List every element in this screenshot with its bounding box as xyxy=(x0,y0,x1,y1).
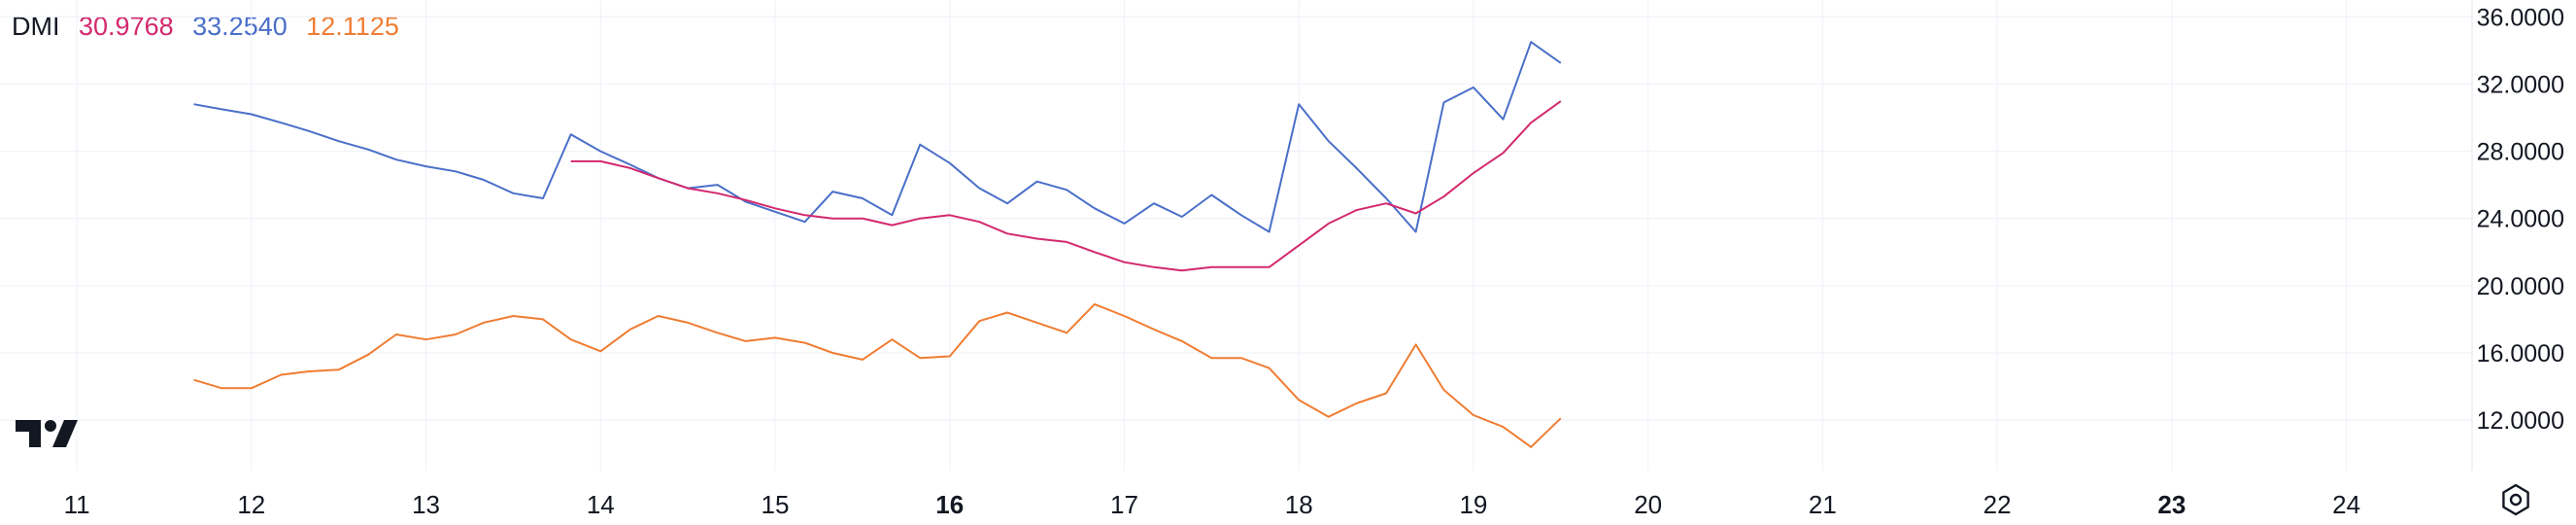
y-tick-label: 28.0000 xyxy=(2477,139,2564,166)
chart-grid xyxy=(0,0,2472,471)
x-tick-label: 23 xyxy=(2157,490,2186,519)
settings-gear-icon[interactable] xyxy=(2498,482,2533,522)
x-tick-label: 20 xyxy=(1634,490,1662,519)
series-line-2 xyxy=(193,302,1562,448)
x-tick-label: 22 xyxy=(1983,490,2012,519)
y-tick-label: 20.0000 xyxy=(2477,273,2564,300)
x-tick-label: 21 xyxy=(1809,490,1837,519)
x-tick-label: 16 xyxy=(935,490,964,519)
x-tick-label: 14 xyxy=(587,490,615,519)
x-tick-label: 19 xyxy=(1459,490,1487,519)
y-axis[interactable]: 36.0000 32.0000 28.0000 24.0000 20.0000 16.00… xyxy=(2477,4,2564,435)
tradingview-logo-icon[interactable] xyxy=(16,416,78,456)
x-tick-label: 13 xyxy=(412,490,440,519)
series-line-0 xyxy=(193,41,1562,233)
x-tick-label: 11 xyxy=(64,490,90,519)
y-tick-label: 16.0000 xyxy=(2477,340,2564,368)
series-line-1 xyxy=(570,100,1562,272)
x-tick-label: 24 xyxy=(2332,490,2360,519)
chart-series xyxy=(193,41,1562,448)
y-tick-label: 32.0000 xyxy=(2477,71,2564,98)
y-tick-label: 36.0000 xyxy=(2477,4,2564,31)
x-tick-label: 15 xyxy=(762,490,790,519)
y-tick-label: 24.0000 xyxy=(2477,206,2564,233)
y-tick-label: 12.0000 xyxy=(2477,407,2564,435)
x-tick-label: 17 xyxy=(1110,490,1138,519)
x-tick-label: 18 xyxy=(1285,490,1313,519)
x-tick-label: 12 xyxy=(237,490,265,519)
x-axis[interactable]: 11 12 13 14 15 16 17 18 19 20 21 22 23 24 xyxy=(64,490,2360,519)
